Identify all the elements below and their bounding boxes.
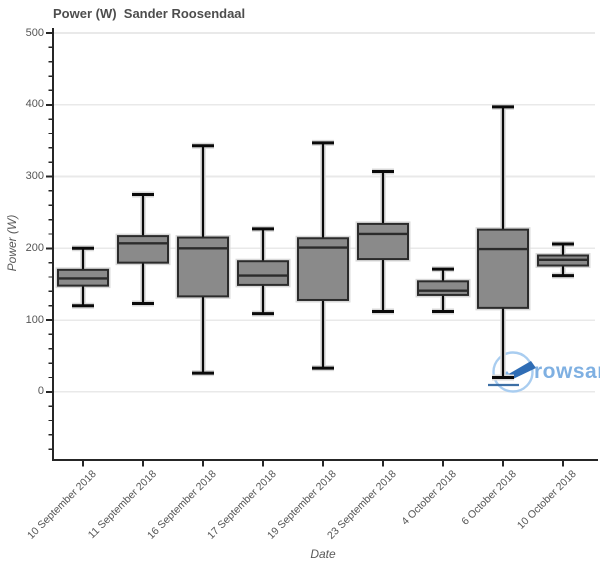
box-rect[interactable] [117, 235, 169, 264]
box-10-october-2018[interactable] [535, 241, 591, 279]
axis-lines [52, 28, 598, 461]
box-4-october-2018[interactable] [415, 266, 471, 315]
y-tick-label: 200 [25, 241, 44, 254]
y-tick-label: 400 [25, 98, 44, 111]
x-axis-title: Date [310, 547, 336, 561]
y-tick-label: 500 [25, 26, 44, 39]
box-6-october-2018[interactable] [475, 103, 531, 381]
box-16-september-2018[interactable] [175, 142, 231, 377]
box-rect[interactable] [417, 280, 469, 296]
chart-title: Power (W) Sander Roosendaal [53, 6, 246, 21]
box-rect[interactable] [357, 222, 409, 261]
box-10-september-2018[interactable] [55, 245, 111, 309]
watermark-text: rowsandall [534, 360, 600, 383]
box-23-september-2018[interactable] [355, 168, 411, 315]
box-rect[interactable] [177, 236, 229, 298]
y-tick-label: 300 [25, 170, 44, 183]
y-tick-label: 100 [25, 313, 44, 326]
box-11-september-2018[interactable] [115, 191, 171, 307]
box-19-september-2018[interactable] [295, 139, 351, 372]
box-rect[interactable] [477, 228, 529, 309]
y-tick-label: 0 [37, 385, 44, 398]
watermark-circle-icon [492, 351, 534, 393]
watermark-logo [488, 351, 536, 393]
box-rect[interactable] [237, 260, 289, 286]
box-17-september-2018[interactable] [235, 225, 291, 317]
